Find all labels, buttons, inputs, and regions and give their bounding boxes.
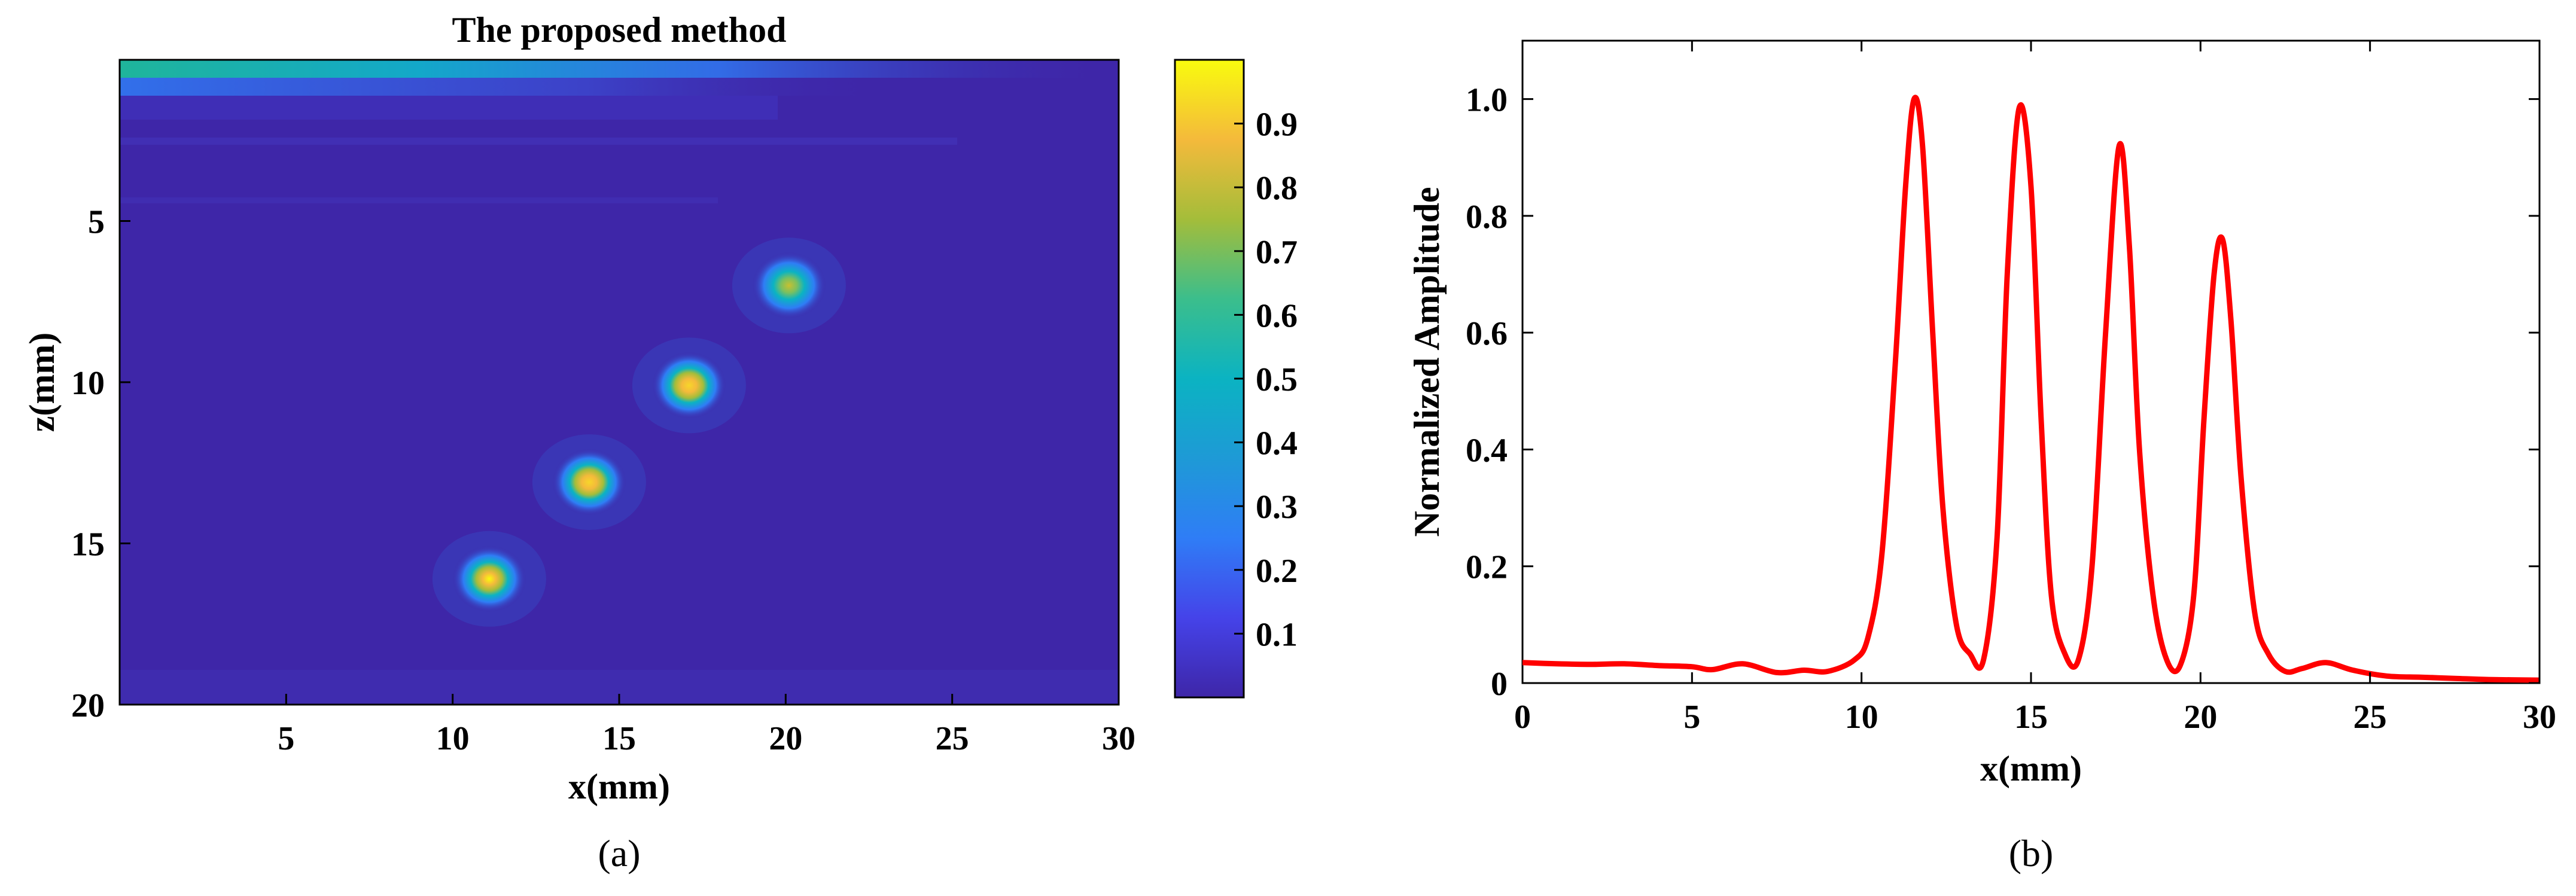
line-ytick-label: 0 (1491, 666, 1508, 703)
heatmap-xlabel: x(mm) (568, 767, 670, 806)
line-xtick-label: 25 (2353, 699, 2387, 736)
line-ytick-label: 1.0 (1466, 82, 1508, 119)
heatmap-xtick-label: 25 (936, 720, 969, 757)
line-xtick-label: 10 (1845, 699, 1878, 736)
colorbar-tick-label: 0.3 (1256, 489, 1298, 526)
heatmap-ytick-label: 5 (88, 204, 105, 241)
point-target-1 (452, 545, 526, 612)
heatmap-xtick-label: 10 (436, 720, 470, 757)
colorbar-tick-label: 0.8 (1256, 170, 1298, 207)
heatmap-ytick-label: 20 (71, 687, 105, 724)
line-ytick-label: 0.6 (1466, 315, 1508, 352)
heatmap-xtick-label: 15 (602, 720, 636, 757)
point-target-4 (751, 252, 826, 319)
panel-label-a: (a) (598, 832, 640, 874)
line-xtick-label: 15 (2014, 699, 2048, 736)
panel-label-b: (b) (2009, 832, 2054, 874)
colorbar-tick-label: 0.5 (1256, 361, 1298, 398)
heatmap-xtick-label: 20 (769, 720, 802, 757)
heatmap-xtick-label: 5 (278, 720, 294, 757)
point-target-3 (651, 352, 726, 419)
colorbar-tick-label: 0.4 (1256, 425, 1298, 462)
amplitude-line (1523, 95, 2540, 683)
colorbar-tick-label: 0.7 (1256, 234, 1298, 271)
colorbar-tick-label: 0.9 (1256, 106, 1298, 144)
point-target-2 (552, 449, 626, 516)
colorbar-tick-label: 0.1 (1256, 616, 1298, 653)
line-xtick-label: 20 (2184, 699, 2217, 736)
heatmap-surface-band (120, 60, 1119, 78)
heatmap-title: The proposed method (452, 10, 787, 50)
line-xtick-label: 30 (2523, 699, 2556, 736)
heatmap-ylabel: z(mm) (22, 333, 62, 432)
line-ytick-label: 0.2 (1466, 549, 1508, 586)
heatmap-image (120, 60, 1119, 705)
line-xtick-label: 0 (1514, 699, 1531, 736)
line-xtick-label: 5 (1683, 699, 1700, 736)
line-panel: 0 5 10 15 20 25 30 0 0.2 0.4 0.6 0.8 1.0 x(mm) Norm… (1407, 39, 2556, 874)
line-xlabel: x(mm) (1980, 749, 2082, 788)
colorbar-tick-label: 0.6 (1256, 297, 1298, 334)
colorbar (1174, 59, 1245, 699)
line-ytick-label: 0.8 (1466, 199, 1508, 236)
line-ylabel: Normalized Amplitude (1407, 187, 1447, 537)
heatmap-xtick-label: 30 (1102, 720, 1135, 757)
colorbar-tick-label: 0.2 (1256, 553, 1298, 590)
line-ytick-label: 0.4 (1466, 432, 1508, 469)
heatmap-ytick-label: 10 (71, 365, 105, 402)
heatmap-panel: The proposed method 5 10 15 20 25 30 5101520 … (22, 10, 1298, 874)
heatmap-ytick-label: 15 (71, 526, 105, 563)
